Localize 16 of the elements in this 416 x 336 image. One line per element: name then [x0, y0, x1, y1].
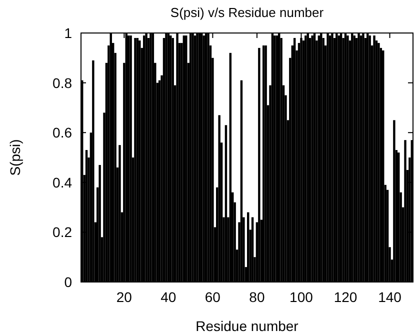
x-tick-label: 60: [204, 289, 221, 305]
y-tick-label: 0.2: [52, 224, 72, 240]
y-axis-title: S(psi): [7, 139, 23, 176]
x-tick-label: 80: [249, 289, 265, 305]
chart-title: S(psi) v/s Residue number: [170, 5, 324, 20]
x-tick-label: 140: [378, 289, 402, 305]
y-tick-label: 0.4: [52, 174, 72, 190]
y-tick-label: 0.6: [52, 124, 72, 141]
y-tick-label: 0.8: [52, 74, 72, 91]
x-tick-label: 20: [116, 289, 132, 305]
x-axis-title: Residue number: [196, 318, 299, 334]
x-tick-label: 40: [160, 289, 176, 305]
y-tick-label: 1: [64, 25, 72, 41]
y-tick-label: 0: [64, 274, 72, 290]
x-tick-label: 100: [290, 289, 314, 305]
x-tick-label: 120: [334, 289, 358, 305]
